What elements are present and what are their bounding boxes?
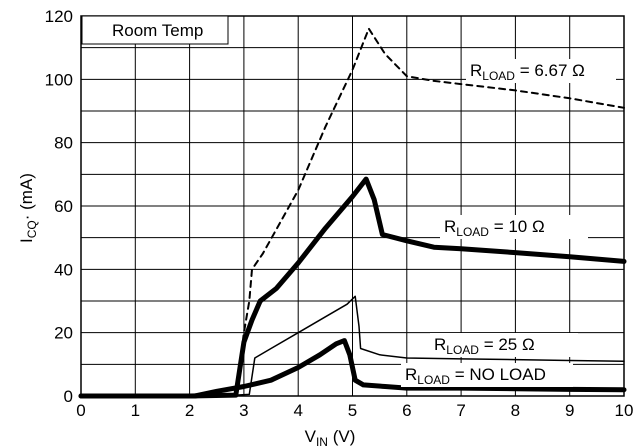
series-label: RLOAD = 6.67 Ω bbox=[470, 61, 585, 83]
x-tick-label: 0 bbox=[76, 401, 85, 420]
series-line bbox=[80, 27, 625, 397]
x-tick-label: 4 bbox=[293, 401, 302, 420]
x-tick-label: 1 bbox=[131, 401, 140, 420]
series-line bbox=[78, 176, 627, 399]
y-tick-label: 80 bbox=[54, 134, 73, 153]
y-tick-label: 40 bbox=[54, 260, 73, 279]
plot-frame bbox=[80, 15, 625, 397]
y-tick-label: 0 bbox=[64, 387, 73, 406]
x-tick-label: 10 bbox=[615, 401, 634, 420]
annotation-box bbox=[81, 15, 229, 45]
annotation-room-temp: Room Temp bbox=[81, 15, 229, 45]
y-tick-label: 120 bbox=[45, 7, 73, 26]
x-tick-label: 8 bbox=[511, 401, 520, 420]
series-label: RLOAD = NO LOAD bbox=[405, 365, 546, 387]
x-tick-label: 7 bbox=[456, 401, 465, 420]
x-axis-label: VIN (V) bbox=[305, 427, 356, 448]
series-label-bg bbox=[440, 215, 588, 239]
x-tick-label: 9 bbox=[565, 401, 574, 420]
series-label-bg bbox=[401, 363, 573, 387]
series-lines bbox=[78, 27, 627, 399]
x-tick-label: 6 bbox=[402, 401, 411, 420]
x-tick-label: 5 bbox=[348, 401, 357, 420]
series-label: RLOAD = 10 Ω bbox=[444, 217, 545, 239]
series-label-bg bbox=[466, 59, 616, 83]
x-tick-label: 3 bbox=[239, 401, 248, 420]
series-labels: RLOAD = 6.67 Ω RLOAD = 10 Ω RLOAD = 25 Ω RL… bbox=[401, 59, 616, 387]
series-line bbox=[78, 338, 627, 399]
y-axis-label: ICQ· (mA) bbox=[17, 173, 39, 243]
series-label: RLOAD = 25 Ω bbox=[434, 335, 535, 357]
y-tick-label: 100 bbox=[45, 70, 73, 89]
series-line bbox=[80, 295, 625, 397]
annotation-text: Room Temp bbox=[112, 21, 203, 40]
y-tick-label: 60 bbox=[54, 197, 73, 216]
plot-border bbox=[80, 15, 625, 397]
series-label-bg bbox=[430, 333, 578, 357]
x-tick-label: 2 bbox=[185, 401, 194, 420]
y-tick-label: 20 bbox=[54, 324, 73, 343]
